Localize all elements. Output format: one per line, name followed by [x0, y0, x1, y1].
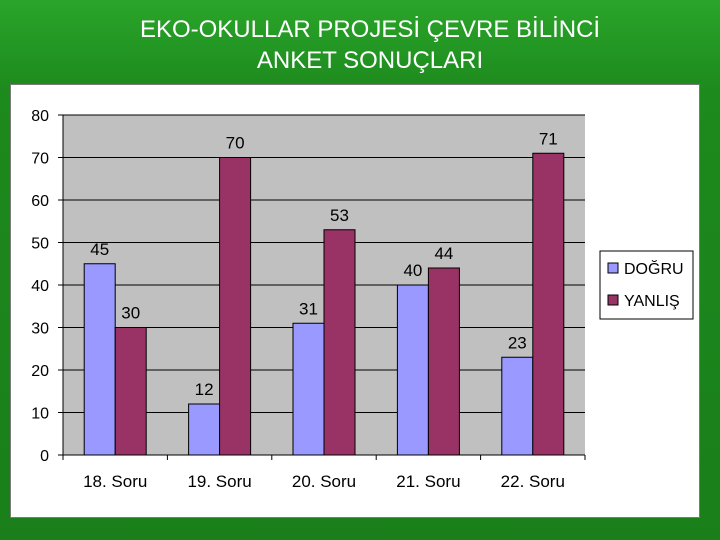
- x-tick-label: 20. Soru: [292, 472, 356, 491]
- bar-dogru: [396, 284, 429, 456]
- slide-title-line-1: EKO-OKULLAR PROJESİ ÇEVRE BİLİNCİ: [139, 16, 601, 43]
- y-tick-label: 50: [31, 236, 49, 253]
- y-tick-label: 20: [31, 363, 49, 380]
- data-label: 31: [299, 299, 318, 318]
- data-label: 40: [403, 261, 422, 280]
- data-label: 30: [121, 304, 140, 323]
- data-label: 70: [226, 134, 245, 153]
- data-label: 44: [434, 244, 453, 263]
- legend-swatch-dogru: [607, 262, 619, 274]
- y-tick-label: 10: [31, 406, 49, 423]
- legend-swatch-yanlis: [607, 294, 619, 306]
- slide-title-line-2: ANKET SONUÇLARI: [256, 47, 484, 74]
- data-label: 12: [195, 380, 214, 399]
- bar-yanlis: [323, 229, 356, 456]
- legend-label-yanlis: YANLIŞ: [624, 293, 680, 310]
- chart-frame: 0 10 20 30 40 50 60 70 80 18. Soru 45 30 19. Soru 12 7…: [10, 84, 700, 518]
- y-tick-label: 70: [31, 151, 49, 168]
- x-tick-label: 21. Soru: [396, 472, 460, 491]
- bar-yanlis: [114, 327, 147, 456]
- legend-label-dogru: DOĞRU: [624, 259, 684, 278]
- x-tick-label: 18. Soru: [83, 472, 147, 491]
- bar-dogru: [292, 322, 325, 456]
- data-label: 45: [90, 240, 109, 259]
- legend-box: [599, 250, 694, 320]
- bar-chart: 0 10 20 30 40 50 60 70 80 18. Soru 45 30 19. Soru 12 7…: [31, 108, 694, 491]
- y-tick-label: 30: [31, 321, 49, 338]
- bar-yanlis: [532, 152, 565, 456]
- x-tick-label: 19. Soru: [187, 472, 251, 491]
- bar-dogru: [501, 356, 534, 456]
- y-tick-label: 60: [31, 193, 49, 210]
- bar-dogru: [188, 403, 221, 456]
- y-tick-label: 80: [31, 108, 49, 125]
- y-tick-label: 40: [31, 278, 49, 295]
- data-label: 71: [539, 129, 558, 148]
- data-label: 23: [508, 333, 527, 352]
- bar-dogru: [83, 263, 116, 456]
- bar-yanlis: [219, 157, 252, 456]
- data-label: 53: [330, 206, 349, 225]
- x-tick-label: 22. Soru: [501, 472, 565, 491]
- bar-yanlis: [427, 267, 460, 456]
- slide-title: EKO-OKULLAR PROJESİ ÇEVRE BİLİNCİ ANKET …: [60, 14, 680, 76]
- y-tick-label: 0: [40, 448, 49, 465]
